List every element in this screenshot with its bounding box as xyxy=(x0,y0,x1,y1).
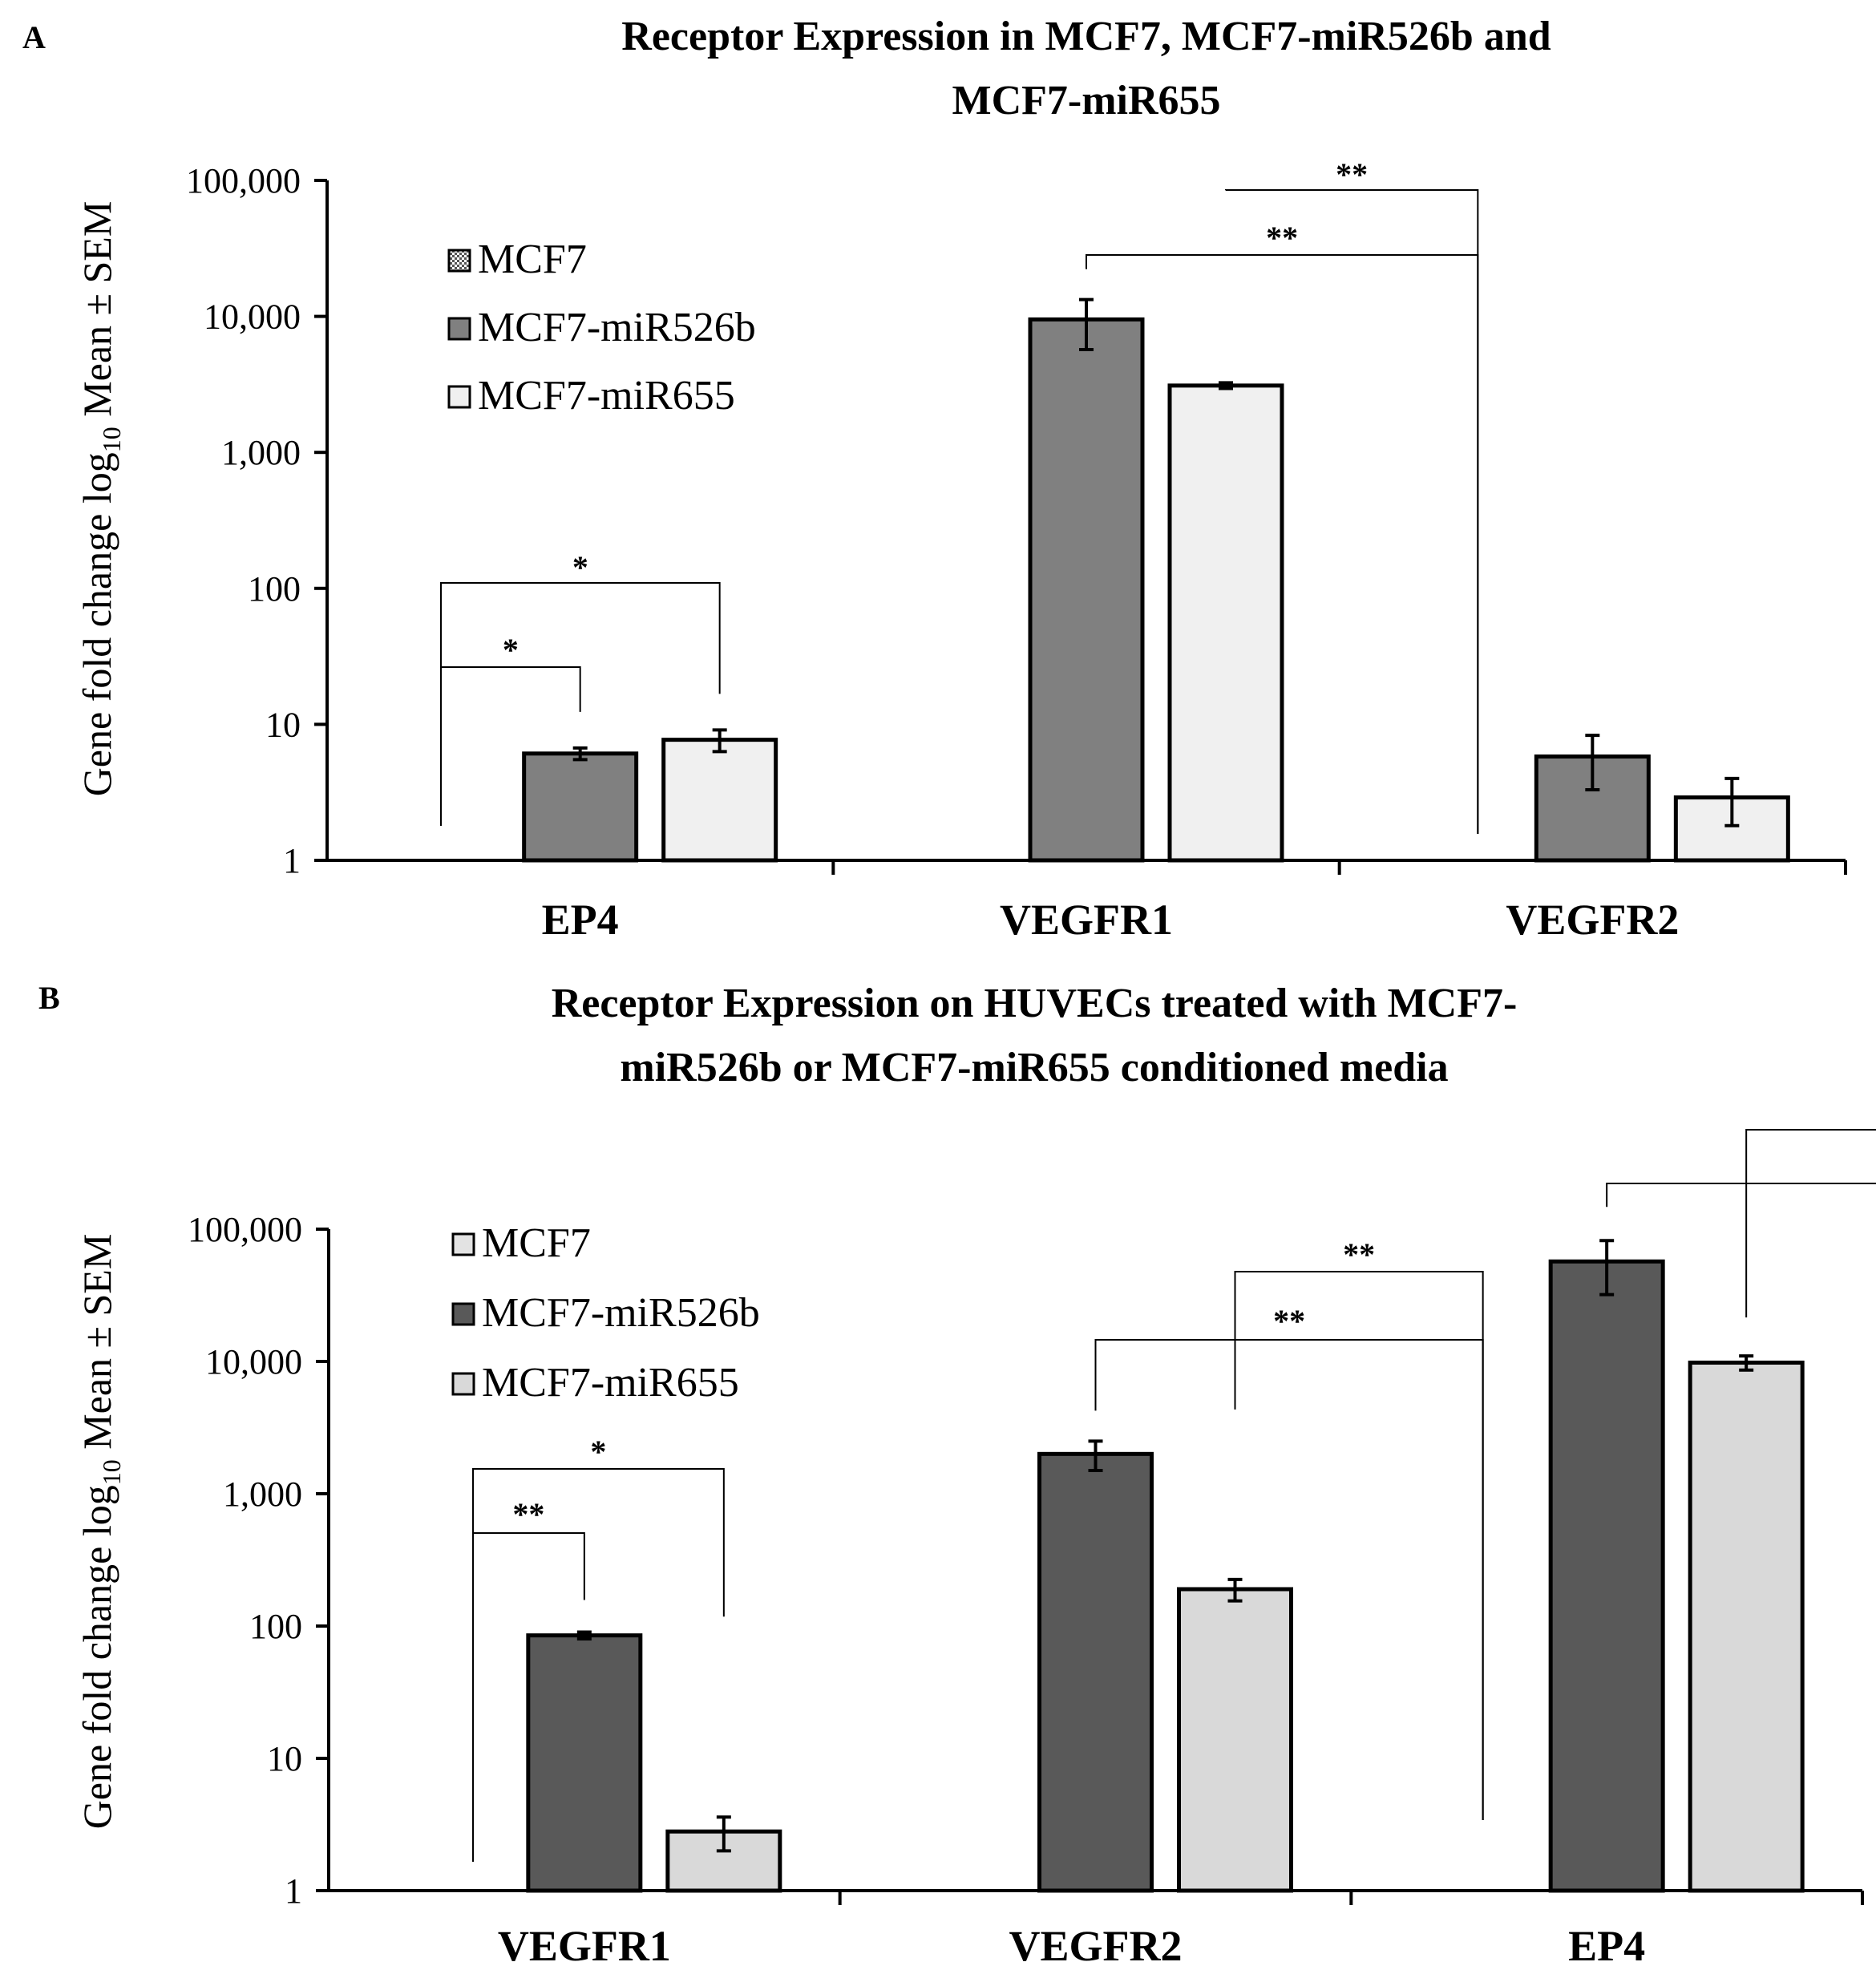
legend-swatch xyxy=(447,385,471,409)
legend-label: MCF7-miR526b xyxy=(482,1290,760,1336)
legend: MCF7 MCF7-miR526b MCF7-miR655 xyxy=(447,237,756,419)
bar xyxy=(522,751,639,863)
y-tick-label: 100,000 xyxy=(186,161,301,200)
legend-swatch xyxy=(447,249,471,273)
legend-label: MCF7-miR655 xyxy=(478,373,735,419)
panel-label: A xyxy=(22,19,46,55)
y-tick-label: 1,000 xyxy=(223,1475,302,1514)
chart-title-line-1: Receptor Expression in MCF7, MCF7-miR526… xyxy=(621,14,1551,59)
y-tick-label: 100 xyxy=(249,1607,302,1646)
panel-a: A Receptor Expression in MCF7, MCF7-miR5… xyxy=(22,14,1847,944)
bar xyxy=(526,1633,643,1893)
bar xyxy=(1028,317,1145,863)
y-tick-label: 10 xyxy=(265,705,301,744)
legend-swatch xyxy=(447,317,471,341)
panel-label: B xyxy=(38,980,60,1016)
y-tick-label: 100,000 xyxy=(188,1210,302,1249)
legend-swatch xyxy=(451,1232,475,1256)
y-axis-label-main: Gene fold change log xyxy=(75,452,119,796)
legend: MCF7 MCF7-miR526b MCF7-miR655 xyxy=(451,1220,760,1406)
significance-label: ** xyxy=(1336,156,1368,192)
y-tick-label: 1 xyxy=(283,841,301,880)
y-axis-label: Gene fold change log10 Mean ± SEM xyxy=(75,1234,126,1830)
significance-bracket xyxy=(440,582,721,826)
panel-b: B Receptor Expression on HUVECs treated … xyxy=(38,980,1876,1962)
y-axis-label: Gene fold change log10 Mean ± SEM xyxy=(75,201,126,797)
chart-title-line-1: Receptor Expression on HUVECs treated wi… xyxy=(552,981,1518,1026)
y-axis-label-sub: 10 xyxy=(97,427,126,452)
x-tick-label: VEGFR2 xyxy=(1506,896,1679,944)
legend-label: MCF7 xyxy=(478,237,587,282)
y-tick-label: 100 xyxy=(248,569,301,609)
y-tick-label: 10,000 xyxy=(204,297,301,337)
x-tick-label: VEGFR2 xyxy=(1009,1922,1183,1962)
significance-bracket xyxy=(1606,1183,1876,1208)
legend-label: MCF7-miR655 xyxy=(482,1360,739,1406)
significance-label: * xyxy=(572,549,588,585)
y-tick-label: 1 xyxy=(285,1871,302,1911)
y-axis-label-tail: Mean ± SEM xyxy=(75,201,119,427)
chart-title-line-2: miR526b or MCF7-miR655 conditioned media xyxy=(620,1045,1448,1090)
y-tick-label: 10 xyxy=(267,1739,302,1778)
significance-label: * xyxy=(590,1434,606,1470)
significance-bracket xyxy=(1225,189,1479,834)
chart-title-line-2: MCF7-miR655 xyxy=(952,78,1220,123)
significance-label: ** xyxy=(1266,220,1298,256)
significance-label: ** xyxy=(1273,1303,1305,1339)
bar xyxy=(1177,1587,1293,1893)
y-axis-label-sub: 10 xyxy=(97,1459,126,1485)
bar xyxy=(1688,1360,1805,1893)
x-tick-label: VEGFR1 xyxy=(498,1922,671,1962)
x-tick-label: VEGFR1 xyxy=(1000,896,1173,944)
legend-swatch xyxy=(451,1302,475,1326)
significance-label: ** xyxy=(512,1496,544,1532)
significance-bracket xyxy=(472,1468,725,1862)
bar xyxy=(1037,1451,1154,1893)
legend-label: MCF7 xyxy=(482,1220,591,1266)
significance-label: ** xyxy=(1343,1236,1375,1272)
significance-label: * xyxy=(503,632,519,668)
x-tick-label: EP4 xyxy=(542,896,619,944)
legend-label: MCF7-miR526b xyxy=(478,305,756,350)
bar xyxy=(1548,1259,1665,1893)
bar xyxy=(661,738,778,863)
y-tick-label: 10,000 xyxy=(205,1342,302,1381)
legend-swatch xyxy=(451,1372,475,1396)
y-tick-label: 1,000 xyxy=(221,433,301,472)
significance-bracket xyxy=(1745,1129,1876,1318)
y-axis-label-tail: Mean ± SEM xyxy=(75,1234,119,1460)
y-axis-label-main: Gene fold change log xyxy=(75,1485,119,1829)
x-tick-label: EP4 xyxy=(1568,1922,1645,1962)
bar xyxy=(1167,383,1284,863)
significance-bracket xyxy=(1234,1271,1484,1820)
